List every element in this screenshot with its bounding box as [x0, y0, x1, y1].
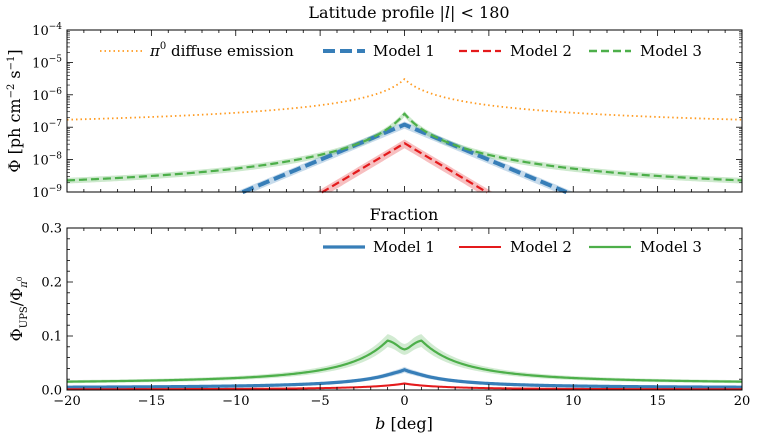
- top-ytick-label: 10−7: [32, 119, 62, 136]
- bottom-legend-item-model1: Model 1: [323, 238, 435, 256]
- top-ticks: [66, 29, 743, 193]
- bottom-legend-label: Model 1: [373, 238, 435, 256]
- top-legend-item-pi0: π0 diffuse emission: [100, 41, 294, 60]
- top-title: Latitude profile |l| < 180: [308, 3, 509, 22]
- bottom-band: [67, 334, 742, 384]
- xtick-label: 5: [485, 394, 493, 409]
- top-legend-label: Model 1: [373, 42, 435, 60]
- xtick-label: 20: [734, 394, 751, 409]
- bottom-series-line: [67, 368, 742, 389]
- top-ytick-label: 10−5: [32, 54, 62, 71]
- top-legend-label: Model 3: [640, 42, 702, 60]
- bottom-bands: [67, 334, 742, 390]
- bottom-xtick-labels: −20 −15 −10 −5 0 5 10 15 20: [53, 394, 750, 409]
- top-band-1: [67, 121, 742, 192]
- bottom-ytick-labels: 0.0 0.1 0.2 0.3: [41, 222, 62, 399]
- xtick-label: −10: [222, 394, 249, 409]
- bottom-title: Fraction: [370, 205, 439, 224]
- top-series-line: [66, 112, 743, 182]
- bottom-legend-label: Model 2: [510, 238, 572, 256]
- top-ytick-labels: 10−9 10−8 10−7 10−6 10−5 10−4: [32, 22, 62, 201]
- bottom-legend-label: Model 3: [640, 238, 702, 256]
- top-legend-item-model3: Model 3: [589, 42, 702, 60]
- top-band-2: [67, 139, 742, 192]
- xtick-label: −20: [53, 394, 80, 409]
- top-ylabel: Φ [ph cm−2 s−1]: [5, 49, 24, 172]
- bottom-ytick-label: 0.0: [41, 384, 62, 399]
- top-ytick-label: 10−6: [32, 87, 62, 104]
- top-ytick-label: 10−9: [32, 184, 62, 201]
- top-series-line: [66, 78, 743, 121]
- xtick-label: −15: [138, 394, 165, 409]
- top-lines: [66, 78, 743, 195]
- xtick-label: 0: [400, 394, 408, 409]
- xlabel: b [deg]: [375, 414, 433, 433]
- bottom-legend: Model 1 Model 2 Model 3: [323, 238, 702, 256]
- bottom-legend-item-model3: Model 3: [589, 238, 702, 256]
- bottom-ytick-label: 0.1: [41, 330, 62, 345]
- top-series-line: [241, 122, 568, 195]
- bottom-panel: Fraction 0.0 0.1 0.2 0.3 −20 −15 −10 −5 …: [7, 205, 750, 433]
- bottom-legend-item-model2: Model 2: [459, 238, 572, 256]
- top-legend: π0 diffuse emission Model 1 Model 2 Mode…: [100, 41, 702, 60]
- top-series-line: [321, 142, 488, 194]
- top-legend-item-model1: Model 1: [323, 42, 435, 60]
- bottom-ytick-label: 0.2: [41, 276, 62, 291]
- bottom-ylabel: ΦUPS/Φπ0: [7, 277, 30, 342]
- top-legend-label: Model 2: [510, 42, 572, 60]
- bottom-series-line: [67, 382, 742, 391]
- xtick-label: 15: [649, 394, 666, 409]
- top-ytick-label: 10−4: [32, 22, 62, 39]
- bottom-ticks: [66, 227, 743, 391]
- bottom-series-line: [66, 339, 743, 383]
- bottom-lines: [66, 339, 743, 391]
- xtick-label: 10: [565, 394, 582, 409]
- xtick-label: −5: [311, 394, 330, 409]
- top-legend-item-model2: Model 2: [459, 42, 572, 60]
- top-ytick-label: 10−8: [32, 152, 62, 169]
- top-panel: Latitude profile |l| < 180 10−9 10−8 10−…: [5, 3, 743, 201]
- top-legend-label: π0 diffuse emission: [149, 41, 294, 60]
- bottom-ytick-label: 0.3: [41, 222, 62, 237]
